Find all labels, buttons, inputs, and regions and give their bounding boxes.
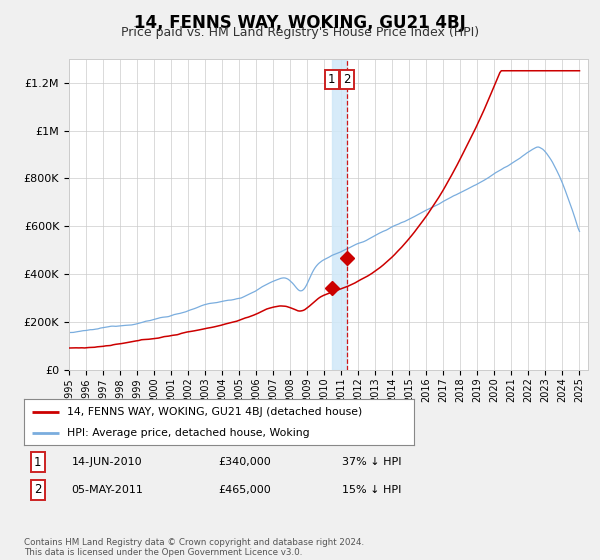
Text: 2: 2 <box>34 483 41 496</box>
Text: 05-MAY-2011: 05-MAY-2011 <box>71 485 143 495</box>
Text: Price paid vs. HM Land Registry's House Price Index (HPI): Price paid vs. HM Land Registry's House … <box>121 26 479 39</box>
Text: HPI: Average price, detached house, Woking: HPI: Average price, detached house, Woki… <box>67 428 310 438</box>
Text: 1: 1 <box>34 455 41 469</box>
Text: 1: 1 <box>328 73 335 86</box>
Text: £340,000: £340,000 <box>218 457 271 467</box>
Text: Contains HM Land Registry data © Crown copyright and database right 2024.
This d: Contains HM Land Registry data © Crown c… <box>24 538 364 557</box>
Text: 14, FENNS WAY, WOKING, GU21 4BJ: 14, FENNS WAY, WOKING, GU21 4BJ <box>134 14 466 32</box>
Text: 15% ↓ HPI: 15% ↓ HPI <box>342 485 401 495</box>
Bar <box>332 59 347 370</box>
Text: 2: 2 <box>343 73 351 86</box>
Text: 37% ↓ HPI: 37% ↓ HPI <box>342 457 402 467</box>
Text: 14-JUN-2010: 14-JUN-2010 <box>71 457 142 467</box>
Text: £465,000: £465,000 <box>218 485 271 495</box>
Text: 14, FENNS WAY, WOKING, GU21 4BJ (detached house): 14, FENNS WAY, WOKING, GU21 4BJ (detache… <box>67 407 362 417</box>
